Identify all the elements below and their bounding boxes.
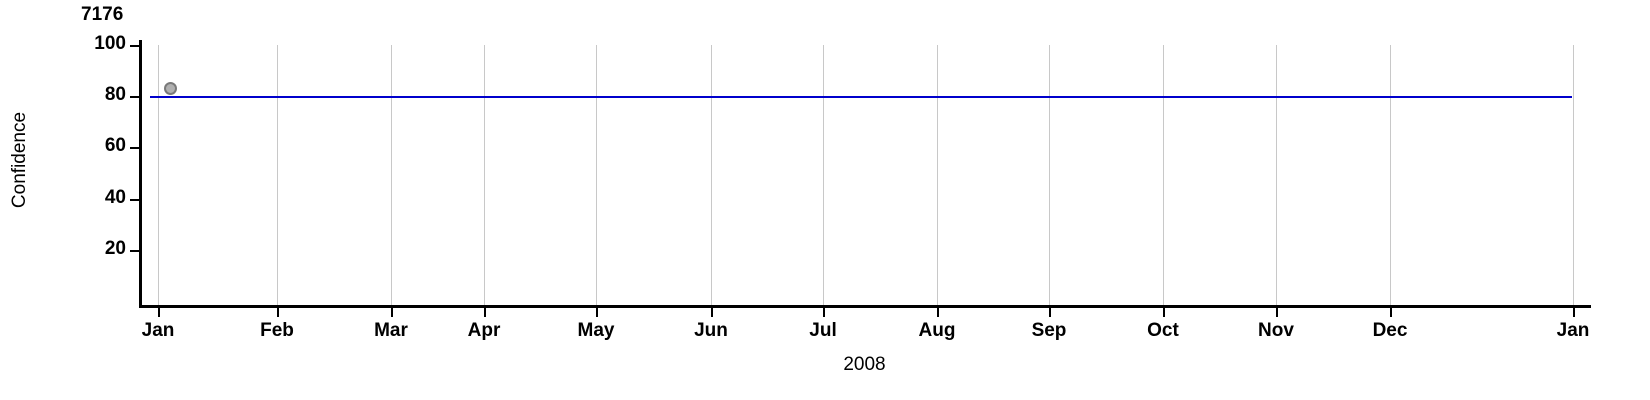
gridline-aug-7 [937,45,938,305]
x-tick-mark-4 [596,308,598,317]
x-axis-group-label: 2008 [843,354,886,375]
x-tick-label-6-jul: Jul [809,320,837,341]
y-tick-mark-40 [130,199,140,201]
series-data-point[interactable] [164,82,177,95]
x-tick-label-10-nov: Nov [1258,320,1294,341]
gridline-nov-10 [1276,45,1277,305]
x-tick-mark-10 [1276,308,1278,317]
x-tick-mark-6 [823,308,825,317]
gridline-jul-6 [823,45,824,305]
x-axis-line [139,305,1591,308]
x-tick-label-5-jun: Jun [694,320,728,341]
x-tick-label-2-mar: Mar [374,320,408,341]
y-tick-label-80: 80 [104,84,126,105]
gridline-oct-9 [1163,45,1164,305]
y-axis-line [139,40,142,308]
y-tick-label-20: 20 [104,238,126,259]
y-tick-mark-60 [130,147,140,149]
gridline-jan-0 [158,45,159,305]
x-tick-mark-9 [1163,308,1165,317]
y-tick-mark-80 [130,96,140,98]
x-tick-label-0-jan: Jan [141,320,175,341]
y-tick-label-100: 100 [94,33,126,54]
x-tick-label-11-dec: Dec [1372,320,1408,341]
gridline-feb-1 [277,45,278,305]
x-tick-mark-2 [391,308,393,317]
x-tick-mark-12 [1573,308,1575,317]
y-tick-mark-100 [130,45,140,47]
x-tick-mark-8 [1049,308,1051,317]
x-tick-label-3-apr: Apr [467,320,501,341]
gridline-sep-8 [1049,45,1050,305]
x-tick-mark-3 [484,308,486,317]
y-tick-label-40: 40 [104,187,126,208]
gridline-may-4 [596,45,597,305]
gridline-dec-11 [1390,45,1391,305]
x-tick-label-4-may: May [577,320,615,341]
x-tick-mark-1 [277,308,279,317]
x-tick-label-9-oct: Oct [1147,320,1179,341]
gridline-jan-12 [1573,45,1574,305]
x-tick-mark-11 [1390,308,1392,317]
x-tick-label-7-aug: Aug [918,320,956,341]
series-line-confidence [150,96,1572,98]
gridline-mar-2 [391,45,392,305]
y-axis-title: Confidence [9,111,30,209]
x-tick-mark-0 [158,308,160,317]
x-tick-label-8-sep: Sep [1031,320,1067,341]
x-tick-label-12-jan: Jan [1556,320,1590,341]
x-tick-mark-7 [937,308,939,317]
chart-title: 7176 [81,4,124,25]
gridline-apr-3 [484,45,485,305]
x-tick-mark-5 [711,308,713,317]
y-axis-title-wrapper: Confidence [0,0,40,320]
gridline-jun-5 [711,45,712,305]
x-tick-label-1-feb: Feb [260,320,294,341]
y-tick-label-60: 60 [104,135,126,156]
y-tick-mark-20 [130,250,140,252]
